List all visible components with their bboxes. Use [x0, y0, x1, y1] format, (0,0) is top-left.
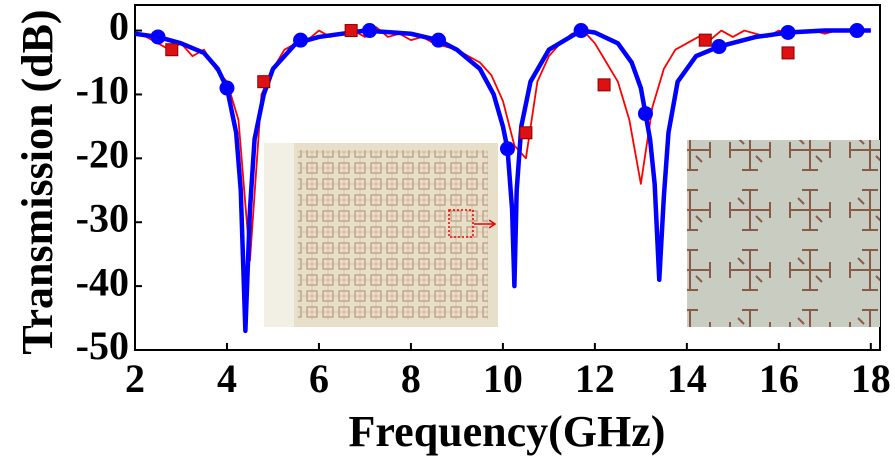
y-axis-title: Transmission (dB) — [13, 9, 62, 354]
y-tick-label: -30 — [76, 195, 129, 240]
y-tick-label: -50 — [76, 323, 129, 368]
circle-marker — [573, 23, 589, 39]
x-tick-label: 4 — [217, 356, 237, 401]
y-tick-label: 0 — [109, 4, 129, 49]
series-line — [134, 28, 871, 334]
series-line — [134, 26, 871, 262]
x-tick-label: 6 — [309, 356, 329, 401]
circle-marker — [150, 29, 166, 45]
x-tick-label: 10 — [483, 356, 523, 401]
y-tick-label: -40 — [76, 259, 129, 304]
square-marker — [781, 46, 795, 60]
x-tick-label: 12 — [575, 356, 615, 401]
square-marker — [698, 33, 712, 47]
zoom-box — [448, 209, 474, 238]
square-marker — [519, 126, 533, 140]
inset-grid — [298, 150, 488, 320]
inset-right — [687, 140, 880, 327]
square-marker — [597, 78, 611, 92]
circle-marker — [362, 23, 378, 39]
x-tick-label: 16 — [759, 356, 799, 401]
square-marker — [344, 24, 358, 38]
circle-marker — [431, 32, 447, 48]
circle-marker — [711, 39, 727, 55]
x-tick-label: 14 — [667, 356, 707, 401]
ruler — [264, 143, 294, 327]
y-tick-label: -20 — [76, 132, 129, 177]
square-marker — [257, 75, 271, 89]
square-marker — [165, 43, 179, 57]
x-tick-label: 8 — [401, 356, 421, 401]
circle-marker — [293, 32, 309, 48]
zoom-arrow — [474, 219, 497, 229]
circle-marker — [849, 23, 865, 39]
x-axis-title: Frequency(GHz) — [349, 407, 666, 456]
x-tick-label: 18 — [851, 356, 891, 401]
x-tick-label: 2 — [125, 356, 145, 401]
y-tick-label: -10 — [76, 68, 129, 113]
inset-left — [264, 143, 498, 327]
circle-marker — [637, 106, 653, 122]
circle-marker — [500, 141, 515, 157]
inset-pattern — [687, 140, 880, 327]
circle-marker — [219, 80, 235, 96]
circle-marker — [780, 24, 796, 40]
